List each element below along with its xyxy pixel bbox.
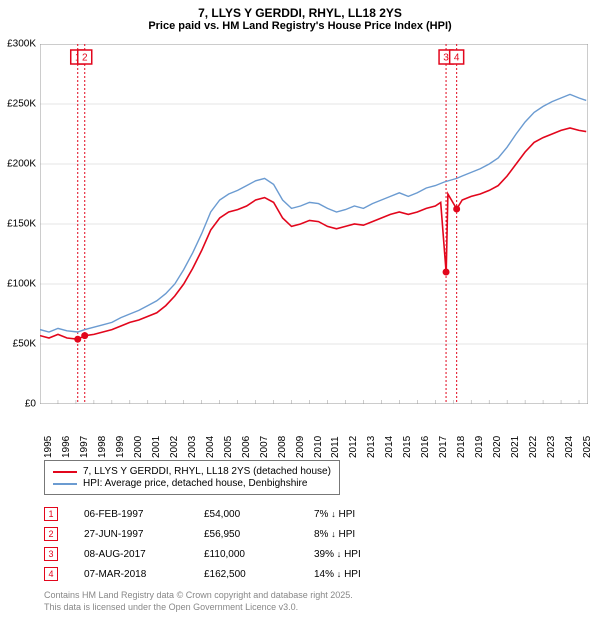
x-tick-label: 2016	[420, 436, 431, 458]
chart-title-line1: 7, LLYS Y GERDDI, RHYL, LL18 2YS	[0, 0, 600, 20]
legend-swatch	[53, 471, 77, 473]
x-tick-label: 2004	[205, 436, 216, 458]
sale-pct: 14% ↓ HPI	[314, 569, 434, 580]
x-tick-label: 2025	[582, 436, 593, 458]
y-tick-label: £50K	[0, 339, 36, 350]
y-tick-label: £300K	[0, 39, 36, 50]
x-tick-label: 2022	[528, 436, 539, 458]
sale-pct: 8% ↓ HPI	[314, 529, 434, 540]
x-tick-label: 2006	[241, 436, 252, 458]
sale-date: 06-FEB-1997	[84, 509, 204, 520]
x-tick-label: 2017	[438, 436, 449, 458]
y-tick-label: £100K	[0, 279, 36, 290]
x-tick-label: 2000	[133, 436, 144, 458]
y-axis: £0£50K£100K£150K£200K£250K£300K	[0, 44, 38, 404]
x-tick-label: 2011	[330, 436, 341, 458]
x-tick-label: 2003	[187, 436, 198, 458]
x-tick-label: 2002	[169, 436, 180, 458]
x-tick-label: 2023	[546, 436, 557, 458]
x-tick-label: 1999	[115, 436, 126, 458]
sale-row: 2 27-JUN-1997£56,9508% ↓ HPI	[44, 524, 434, 544]
sale-marker-dot	[443, 269, 450, 276]
x-tick-label: 1997	[79, 436, 90, 458]
x-tick-label: 2001	[151, 436, 162, 458]
legend-label: 7, LLYS Y GERDDI, RHYL, LL18 2YS (detach…	[83, 466, 331, 477]
plot-area: 1234	[40, 44, 588, 404]
sale-number-box: 3	[44, 547, 58, 561]
sale-row: 4 07-MAR-2018£162,50014% ↓ HPI	[44, 564, 434, 584]
legend-item: HPI: Average price, detached house, Denb…	[53, 478, 331, 489]
x-tick-label: 2009	[295, 436, 306, 458]
x-tick-label: 2014	[384, 436, 395, 458]
sale-marker-dot	[74, 336, 81, 343]
legend-label: HPI: Average price, detached house, Denb…	[83, 478, 307, 489]
x-tick-label: 2019	[474, 436, 485, 458]
x-tick-label: 2021	[510, 436, 521, 458]
sale-pct: 39% ↓ HPI	[314, 549, 434, 560]
footer-line2: This data is licensed under the Open Gov…	[44, 602, 353, 614]
sale-number-box: 4	[44, 567, 58, 581]
svg-text:3: 3	[443, 53, 449, 64]
sales-table: 106-FEB-1997£54,0007% ↓ HPI227-JUN-1997£…	[44, 504, 434, 584]
x-tick-label: 2012	[348, 436, 359, 458]
sale-number-box: 2	[44, 527, 58, 541]
x-tick-label: 2007	[259, 436, 270, 458]
x-tick-label: 2024	[564, 436, 575, 458]
y-tick-label: £200K	[0, 159, 36, 170]
hpi-line	[40, 94, 586, 332]
legend-swatch	[53, 483, 77, 485]
sale-price: £110,000	[204, 549, 314, 560]
x-axis: 1995 1996 1997 1998 1999 2000 2001 2002 2003 2004…	[40, 404, 588, 464]
chart-title-line2: Price paid vs. HM Land Registry's House …	[0, 20, 600, 36]
x-tick-label: 1995	[43, 436, 54, 458]
x-tick-label: 2008	[277, 436, 288, 458]
sale-date: 07-MAR-2018	[84, 569, 204, 580]
sale-number-box: 1	[44, 507, 58, 521]
legend: 7, LLYS Y GERDDI, RHYL, LL18 2YS (detach…	[44, 460, 340, 495]
sale-marker-dot	[453, 206, 460, 213]
sale-price: £56,950	[204, 529, 314, 540]
sale-marker-dot	[81, 332, 88, 339]
plot-svg: 1234	[40, 44, 588, 404]
y-tick-label: £150K	[0, 219, 36, 230]
legend-item: 7, LLYS Y GERDDI, RHYL, LL18 2YS (detach…	[53, 466, 331, 477]
property-line	[40, 128, 586, 339]
chart-container: 7, LLYS Y GERDDI, RHYL, LL18 2YS Price p…	[0, 0, 600, 620]
y-tick-label: £0	[0, 399, 36, 410]
sale-price: £54,000	[204, 509, 314, 520]
sale-price: £162,500	[204, 569, 314, 580]
x-tick-label: 1996	[61, 436, 72, 458]
svg-text:4: 4	[454, 53, 460, 64]
y-tick-label: £250K	[0, 99, 36, 110]
sale-date: 27-JUN-1997	[84, 529, 204, 540]
footer: Contains HM Land Registry data © Crown c…	[44, 590, 353, 613]
x-tick-label: 1998	[97, 436, 108, 458]
x-tick-label: 2018	[456, 436, 467, 458]
sale-date: 08-AUG-2017	[84, 549, 204, 560]
x-tick-label: 2005	[223, 436, 234, 458]
sale-row: 1 06-FEB-1997£54,0007% ↓ HPI	[44, 504, 434, 524]
x-tick-label: 2020	[492, 436, 503, 458]
svg-text:2: 2	[82, 53, 88, 64]
sale-row: 3 08-AUG-2017£110,00039% ↓ HPI	[44, 544, 434, 564]
x-tick-label: 2015	[402, 436, 413, 458]
x-tick-label: 2013	[366, 436, 377, 458]
footer-line1: Contains HM Land Registry data © Crown c…	[44, 590, 353, 602]
sale-pct: 7% ↓ HPI	[314, 509, 434, 520]
x-tick-label: 2010	[313, 436, 324, 458]
